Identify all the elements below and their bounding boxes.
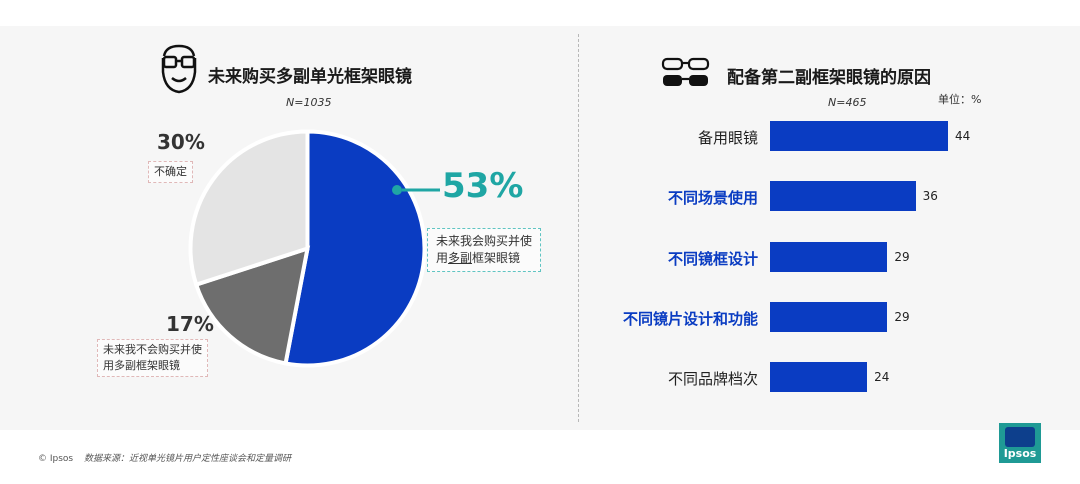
callout-no: 未来我不会购买并使 用多副框架眼镜 xyxy=(97,339,208,377)
left-chart-title: 未来购买多副单光框架眼镜 xyxy=(208,67,412,87)
bar-value-label: 24 xyxy=(874,370,890,385)
bar xyxy=(770,121,948,151)
bar xyxy=(770,181,916,212)
glasses-icon xyxy=(661,57,710,86)
right-chart-title: 配备第二副框架眼镜的原因 xyxy=(727,68,931,88)
bar-category-label: 不同品牌档次 xyxy=(667,370,758,389)
left-sample-size: N=1035 xyxy=(286,96,332,109)
bar xyxy=(770,362,868,393)
callout-no-line1: 未来我不会购买并使 xyxy=(103,343,202,356)
bar-value-label: 36 xyxy=(922,189,938,204)
pie-slice-unsure xyxy=(188,129,310,288)
callout-yes: 未来我会购买并使 用多副框架眼镜 xyxy=(427,228,542,272)
ipsos-logo: Ipsos xyxy=(999,423,1041,463)
callout-yes-line1: 未来我会购买并使 xyxy=(436,234,533,248)
callout-yes-line2: 用多副框架眼镜 xyxy=(436,251,521,265)
pie-chart xyxy=(188,129,427,368)
right-sample-size: N=465 xyxy=(828,96,867,109)
slice-label-no-pct: 17% xyxy=(166,312,214,336)
bar-value-label: 44 xyxy=(955,129,971,143)
bar xyxy=(770,241,888,272)
bar-category-label: 不同镜片设计和功能 xyxy=(622,309,758,328)
pie-slice-yes xyxy=(283,129,427,368)
footer-brand: © Ipsos xyxy=(38,454,74,464)
bar-value-label: 29 xyxy=(894,309,910,324)
bar-value-label: 29 xyxy=(894,249,910,264)
bar-category-label: 不同镜框设计 xyxy=(667,249,758,268)
slice-label-yes-pct: 53% xyxy=(442,166,524,206)
logo-text: Ipsos xyxy=(1003,447,1037,460)
unit-label: 单位：% xyxy=(938,93,982,106)
panel-divider xyxy=(578,34,579,422)
bar-category-label: 备用眼镜 xyxy=(697,129,758,147)
callout-no-line2: 用多副框架眼镜 xyxy=(103,359,180,372)
bar xyxy=(770,301,888,332)
footer: © Ipsos 数据来源：近视单光镜片用户定性座谈会和定量调研 xyxy=(38,451,291,464)
callout-unsure: 不确定 xyxy=(148,161,193,183)
slice-label-unsure-pct: 30% xyxy=(157,130,205,154)
footer-source: 数据来源：近视单光镜片用户定性座谈会和定量调研 xyxy=(84,454,292,464)
bar-category-label: 不同场景使用 xyxy=(667,189,758,208)
callout-leader-line xyxy=(392,185,440,195)
nerd-face-icon xyxy=(161,44,197,94)
